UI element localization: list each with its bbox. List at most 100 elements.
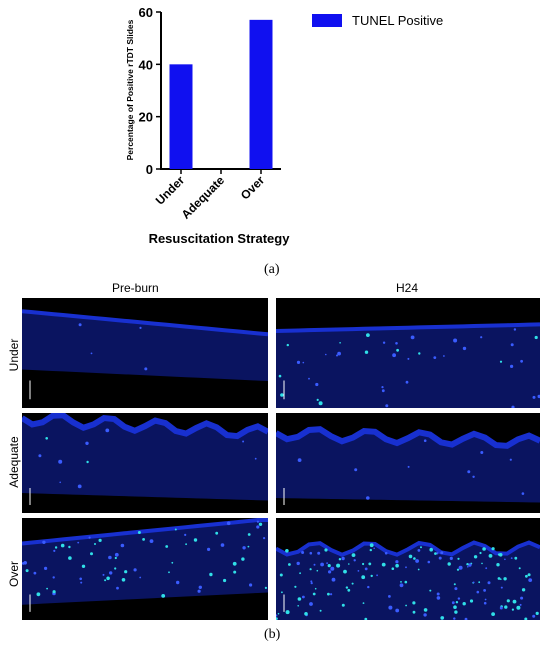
cell-nucleus bbox=[68, 545, 71, 549]
cell-nucleus bbox=[462, 346, 467, 351]
cell-nucleus bbox=[343, 569, 347, 574]
tissue-region bbox=[276, 324, 540, 408]
cell-nucleus bbox=[339, 342, 341, 344]
cell-nucleus bbox=[185, 543, 188, 546]
cell-nucleus bbox=[106, 576, 110, 581]
cell-nucleus bbox=[296, 561, 300, 566]
cell-nucleus bbox=[88, 536, 91, 539]
micrograph-over-h24 bbox=[276, 518, 540, 620]
cell-nucleus bbox=[370, 574, 373, 578]
cell-nucleus bbox=[404, 580, 408, 584]
cell-nucleus bbox=[330, 566, 335, 571]
cell-nucleus bbox=[429, 547, 433, 552]
cell-nucleus bbox=[297, 458, 302, 462]
cell-nucleus bbox=[388, 605, 393, 610]
cell-nucleus bbox=[532, 614, 536, 618]
cell-nucleus bbox=[537, 394, 540, 399]
cell-nucleus bbox=[527, 573, 531, 577]
cell-nucleus bbox=[491, 547, 495, 551]
cell-nucleus bbox=[310, 582, 313, 585]
cell-nucleus bbox=[338, 558, 342, 561]
cell-nucleus bbox=[220, 543, 225, 547]
cell-nucleus bbox=[395, 560, 399, 564]
cell-nucleus bbox=[405, 380, 409, 384]
cell-nucleus bbox=[302, 361, 305, 364]
cell-nucleus bbox=[496, 563, 500, 567]
cell-nucleus bbox=[241, 557, 245, 561]
cell-nucleus bbox=[453, 583, 456, 586]
cell-nucleus bbox=[420, 546, 422, 549]
cell-nucleus bbox=[440, 551, 444, 555]
cell-nucleus bbox=[223, 578, 227, 583]
caption-a: (a) bbox=[264, 262, 280, 277]
cell-nucleus bbox=[434, 552, 437, 555]
tissue-section-image bbox=[276, 540, 540, 620]
cell-nucleus bbox=[254, 457, 257, 460]
cell-nucleus bbox=[499, 360, 503, 363]
row-header-adequate: Adequate bbox=[7, 436, 21, 488]
cell-nucleus bbox=[215, 531, 219, 535]
cell-nucleus bbox=[395, 608, 400, 613]
cell-nucleus bbox=[369, 543, 374, 548]
cell-nucleus bbox=[513, 328, 517, 331]
cell-nucleus bbox=[396, 348, 399, 352]
cell-nucleus bbox=[412, 610, 416, 614]
y-tick-label: 20 bbox=[139, 110, 153, 125]
cell-nucleus bbox=[114, 552, 119, 557]
cell-nucleus bbox=[310, 580, 313, 583]
cell-nucleus bbox=[443, 355, 445, 357]
cell-nucleus bbox=[133, 568, 137, 572]
cell-nucleus bbox=[535, 611, 539, 615]
cell-nucleus bbox=[466, 563, 469, 566]
cell-nucleus bbox=[198, 585, 202, 589]
cell-nucleus bbox=[453, 605, 457, 609]
cell-nucleus bbox=[520, 596, 524, 600]
cell-nucleus bbox=[391, 567, 395, 570]
cell-nucleus bbox=[247, 533, 251, 536]
cell-nucleus bbox=[413, 557, 416, 560]
cell-nucleus bbox=[304, 612, 308, 616]
cell-nucleus bbox=[90, 552, 93, 556]
cell-nucleus bbox=[114, 556, 117, 560]
x-tick-label: Under bbox=[153, 173, 188, 208]
cell-nucleus bbox=[308, 377, 310, 380]
cell-nucleus bbox=[455, 601, 459, 604]
cell-nucleus bbox=[500, 586, 503, 589]
cell-nucleus bbox=[44, 566, 48, 570]
cell-nucleus bbox=[451, 601, 455, 605]
cell-nucleus bbox=[395, 342, 398, 345]
cell-nucleus bbox=[341, 556, 345, 561]
micrograph-under-h24 bbox=[276, 298, 540, 408]
cell-nucleus bbox=[161, 594, 166, 598]
cell-nucleus bbox=[521, 492, 525, 495]
cell-nucleus bbox=[317, 551, 321, 555]
cell-nucleus bbox=[314, 587, 317, 590]
cell-nucleus bbox=[144, 367, 148, 371]
cell-nucleus bbox=[504, 605, 508, 609]
cell-nucleus bbox=[482, 547, 486, 551]
cell-nucleus bbox=[328, 570, 332, 574]
cell-nucleus bbox=[33, 571, 37, 575]
tissue-section-image bbox=[22, 518, 268, 612]
cell-nucleus bbox=[263, 537, 266, 540]
caption-b: (b) bbox=[264, 627, 281, 642]
cell-nucleus bbox=[46, 587, 48, 590]
cell-nucleus bbox=[407, 357, 410, 360]
tissue-region bbox=[276, 429, 540, 503]
cell-nucleus bbox=[232, 561, 237, 566]
cell-nucleus bbox=[449, 556, 453, 560]
cell-nucleus bbox=[258, 522, 263, 526]
cell-nucleus bbox=[436, 592, 440, 596]
cell-nucleus bbox=[458, 565, 463, 570]
cell-nucleus bbox=[521, 588, 526, 592]
cell-nucleus bbox=[264, 586, 267, 589]
cell-nucleus bbox=[38, 454, 42, 458]
cell-nucleus bbox=[327, 592, 330, 596]
cell-nucleus bbox=[53, 549, 56, 552]
cell-nucleus bbox=[457, 557, 460, 560]
cell-nucleus bbox=[280, 393, 284, 397]
cell-nucleus bbox=[468, 563, 472, 567]
cell-nucleus bbox=[312, 592, 316, 596]
cell-nucleus bbox=[121, 578, 126, 582]
cell-nucleus bbox=[528, 578, 533, 582]
